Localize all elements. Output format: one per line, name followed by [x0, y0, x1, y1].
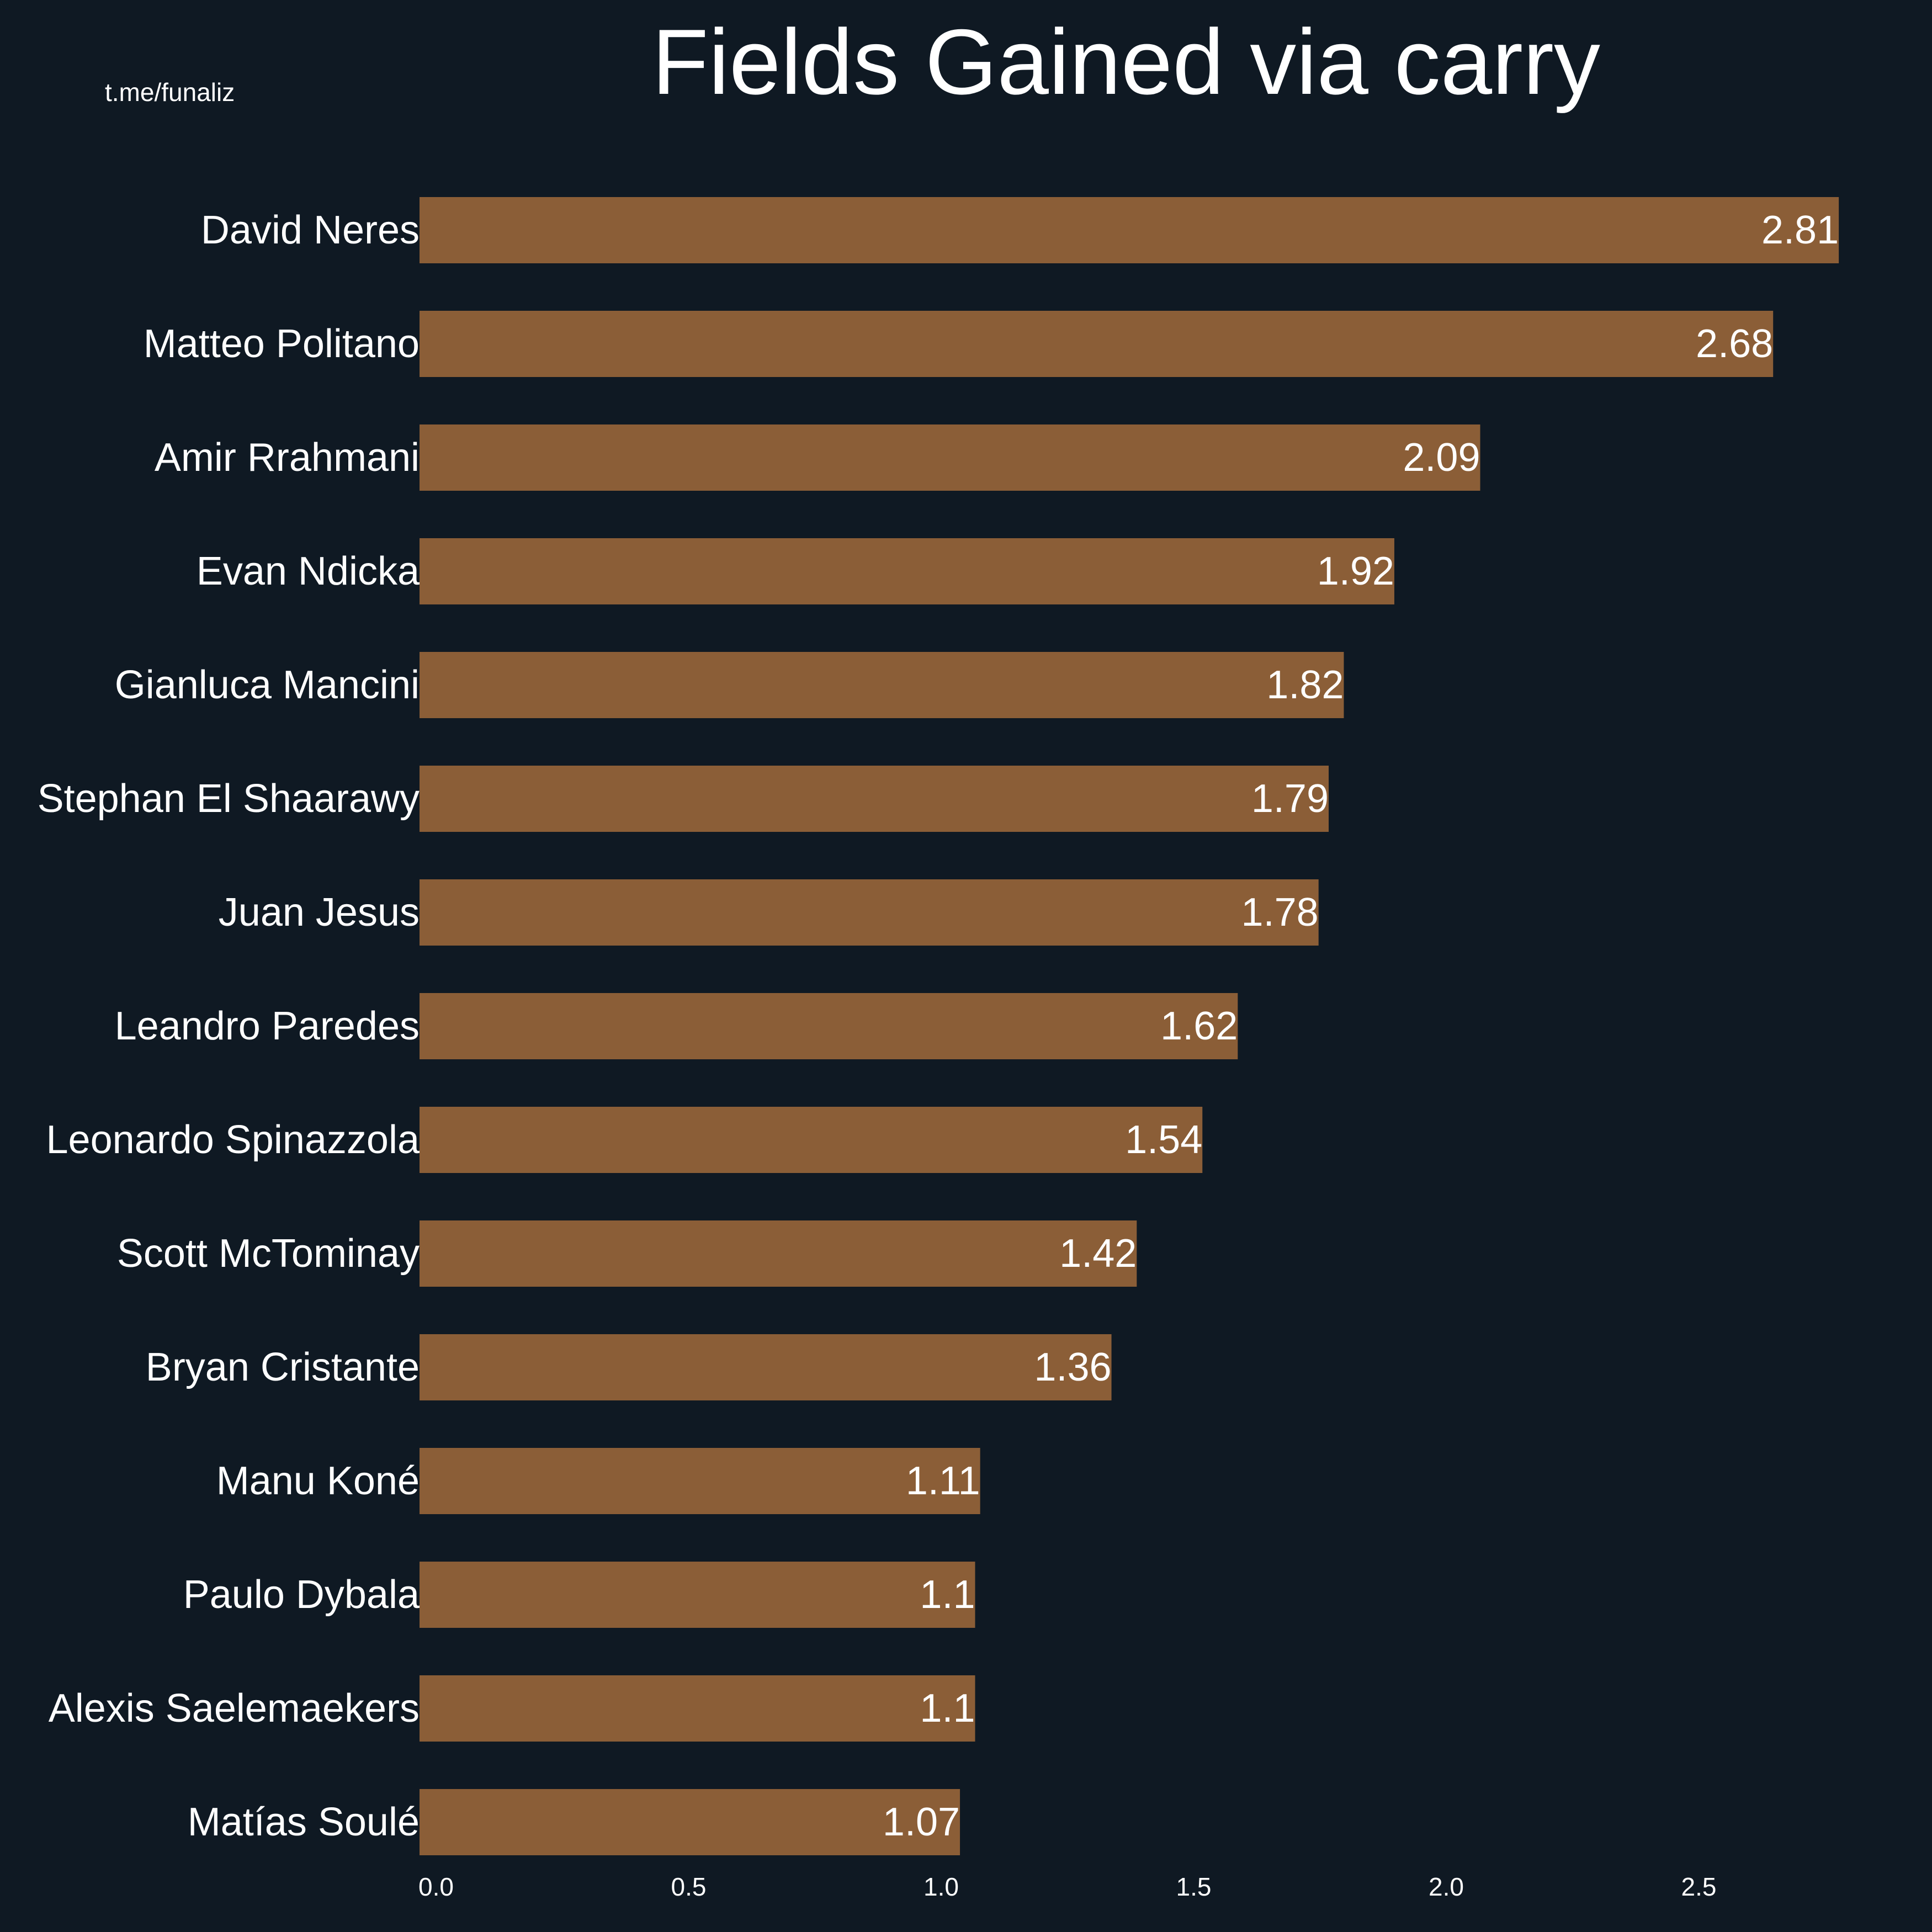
category-label: Scott McTominay: [117, 1232, 420, 1276]
category-labels: David Neres Matteo Politano Amir Rrahmani E…: [38, 208, 420, 1844]
category-label: Stephan El Shaarawy: [38, 777, 420, 821]
data-label: 1.1: [920, 1686, 975, 1731]
bar: [420, 1562, 975, 1628]
category-label: Juan Jesus: [219, 890, 420, 935]
x-axis-ticks: 0.0 0.5 1.0 1.5 2.0 2.5: [418, 1872, 1716, 1901]
data-label: 2.09: [1403, 436, 1480, 480]
bar: [420, 1448, 980, 1514]
bar: [420, 1789, 960, 1855]
watermark-text: t.me/funaliz: [105, 78, 235, 107]
data-label: 1.78: [1241, 890, 1319, 935]
x-tick-label: 1.5: [1176, 1872, 1212, 1901]
x-tick-label: 0.0: [418, 1872, 454, 1901]
data-label: 1.42: [1059, 1232, 1137, 1276]
category-label: Matteo Politano: [144, 322, 420, 366]
data-label: 2.81: [1761, 208, 1839, 252]
x-tick-label: 0.5: [671, 1872, 707, 1901]
bar: [420, 1220, 1137, 1287]
bar: [420, 879, 1319, 946]
bar: [420, 424, 1480, 491]
category-label: Matías Soulé: [188, 1800, 420, 1844]
data-label: 1.79: [1251, 777, 1329, 821]
bar: [420, 1675, 975, 1742]
data-label: 1.36: [1034, 1345, 1111, 1389]
bar: [420, 311, 1774, 377]
data-label: 1.54: [1125, 1118, 1202, 1162]
data-label: 1.82: [1266, 663, 1344, 707]
x-tick-label: 2.5: [1681, 1872, 1717, 1901]
bar: [420, 652, 1344, 718]
category-label: Gianluca Mancini: [115, 663, 420, 707]
bars-layer: [420, 197, 1839, 1855]
bar: [420, 1107, 1203, 1173]
data-label: 1.92: [1317, 549, 1394, 593]
category-label: Evan Ndicka: [197, 549, 420, 593]
bar: [420, 993, 1238, 1059]
bar: [420, 766, 1329, 832]
category-label: David Neres: [201, 208, 420, 252]
category-label: Bryan Cristante: [146, 1345, 420, 1389]
category-label: Paulo Dybala: [183, 1573, 420, 1617]
x-tick-label: 2.0: [1429, 1872, 1464, 1901]
data-label: 1.62: [1160, 1004, 1238, 1048]
category-label: Alexis Saelemaekers: [49, 1686, 420, 1731]
data-label: 1.07: [883, 1800, 960, 1844]
data-label: 1.1: [920, 1573, 975, 1617]
bar: [420, 1334, 1112, 1400]
category-label: Manu Koné: [216, 1459, 420, 1503]
category-label: Amir Rrahmani: [155, 436, 420, 480]
bar: [420, 197, 1839, 263]
bar: [420, 538, 1394, 604]
category-label: Leandro Paredes: [115, 1004, 420, 1048]
category-label: Leonardo Spinazzola: [46, 1118, 420, 1162]
data-label: 1.11: [906, 1459, 980, 1503]
chart-title: Fields Gained via carry: [652, 10, 1600, 114]
data-label: 2.68: [1696, 322, 1773, 366]
data-labels: 2.81 2.68 2.09 1.92 1.82 1.79 1.78 1.62 1.54 1.42…: [883, 208, 1839, 1844]
x-tick-label: 1.0: [923, 1872, 959, 1901]
